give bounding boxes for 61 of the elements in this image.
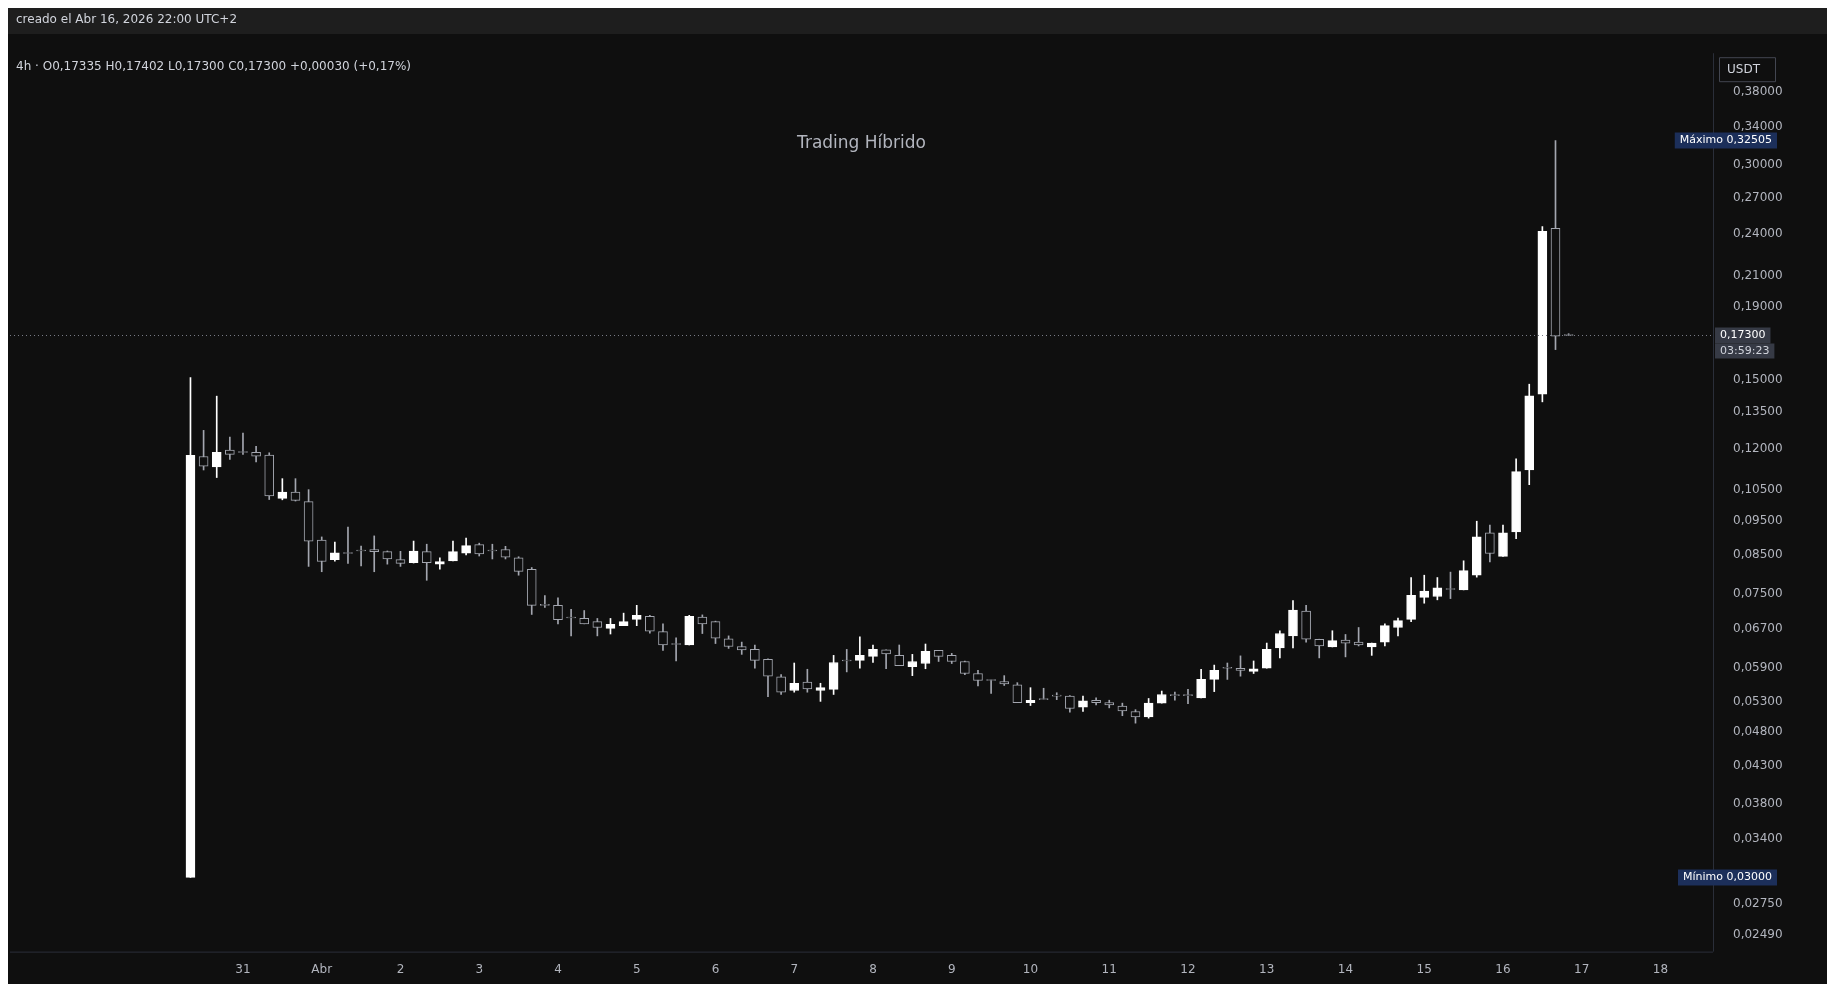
y-tick-label: 0,09500 [1733,513,1783,528]
ref-line-label: 0,17300 [1720,328,1766,342]
annotation: Mínimo 0,03000 [1682,870,1772,884]
y-tick-label: 0,07500 [1733,586,1783,601]
y-tick-label: 0,06700 [1733,621,1783,636]
y-tick-label: 0,30000 [1733,157,1783,172]
text: creado el Abr 16, 2026 22:00 UTC+2 [15,11,238,28]
x-tick-label: 8 [869,961,877,976]
x-tick-label: 5 [632,961,641,976]
y-tick-label: 0,38000 [1733,84,1783,99]
x-tick-label: 2 [396,961,405,976]
x-tick-label: 10 [1022,961,1039,976]
x-tick-label: 14 [1337,961,1354,976]
candlestick [566,608,576,637]
y-tick-label: 0,13500 [1733,404,1783,419]
y-tick-label: 0,02750 [1733,896,1783,911]
y-tick-label: 0,05300 [1733,693,1783,708]
annotation: 4h · O0,17335 H0,17402 L0,17300 C0,17300 +0,00030 (+0,17%) [16,59,411,74]
x-tick-label: 9 [947,961,956,976]
y-tick-label: 0,05900 [1733,660,1783,675]
x-tick-label: 7 [790,961,799,976]
x-tick-label: 3 [475,961,484,976]
y-tick-label: 0,34000 [1733,118,1783,133]
x-tick-label: 16 [1495,961,1511,976]
x-tick-label: Abr [311,961,333,976]
candlestick [369,535,380,573]
x-tick-label: 18 [1652,961,1669,976]
y-tick-label: 0,19000 [1733,298,1783,313]
y-tick-label: 0,15000 [1733,371,1783,386]
candlestick [225,436,235,460]
x-tick-label: 6 [711,961,720,976]
x-tick-label: 12 [1180,961,1196,976]
candlestick [356,545,366,567]
y-tick-label: 0,27000 [1733,189,1783,204]
candlestick [211,395,222,478]
y-tick-label: 0,04800 [1733,724,1783,739]
y-tick-label: 0,08500 [1733,547,1783,562]
candlestick [631,605,642,626]
y-tick-label: 0,24000 [1733,226,1783,241]
candlestick [855,636,865,669]
text: Trading Híbrido [796,131,926,152]
x-tick-label: 17 [1574,961,1590,976]
candlestick [999,675,1010,686]
candlestick [1419,574,1430,604]
x-tick-label: 15 [1416,961,1432,976]
y-tick-label: 0,02490 [1733,927,1783,942]
y-tick-label: 0,21000 [1733,267,1783,282]
y-tick-label: 0,04300 [1733,758,1783,773]
x-tick-label: 4 [554,961,562,976]
y-tick-label: 0,10500 [1733,482,1783,497]
y-tick-label: 0,12000 [1733,440,1783,455]
candlestick [841,649,852,673]
y-tick-label: 0,03400 [1733,830,1783,845]
y-tick-label: 0,03800 [1733,796,1783,811]
x-tick-label: 11 [1101,961,1117,976]
candlestick [1051,692,1062,700]
text: 03:59:23 [1720,343,1770,357]
y-axis-title: USDT [1727,62,1761,77]
x-tick-label: 31 [235,961,251,976]
annotation: Máximo 0,32505 [1679,133,1772,147]
x-tick-label: 13 [1259,961,1275,976]
